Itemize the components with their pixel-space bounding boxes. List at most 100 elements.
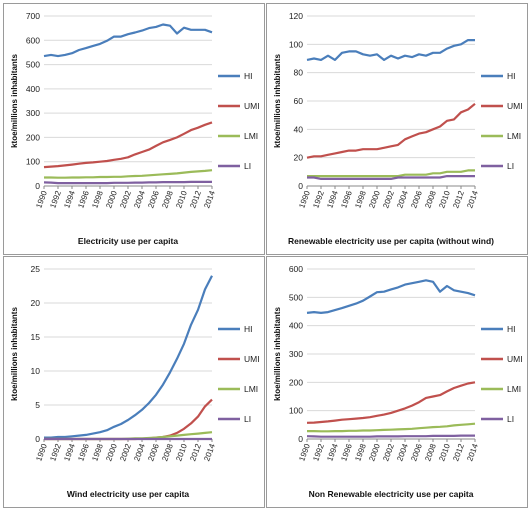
x-tick-label: 2010 bbox=[437, 442, 452, 462]
x-tick-label: 1992 bbox=[311, 189, 326, 209]
series-line-umi bbox=[43, 121, 213, 169]
x-tick-label: 2004 bbox=[132, 442, 147, 462]
y-tick-label: 0 bbox=[298, 434, 303, 444]
x-tick-label: 1994 bbox=[325, 189, 340, 209]
x-tick-label: 1992 bbox=[311, 442, 326, 462]
y-tick-label: 25 bbox=[31, 264, 41, 274]
legend-label-hi: HI bbox=[507, 324, 516, 334]
x-tick-label: 1996 bbox=[339, 442, 354, 462]
y-axis-title: ktoe/millions inhabitants bbox=[10, 54, 19, 148]
legend-label-li: LI bbox=[507, 161, 514, 171]
x-tick-label: 1994 bbox=[325, 442, 340, 462]
x-tick-label: 1998 bbox=[353, 189, 368, 209]
x-tick-label: 2000 bbox=[104, 189, 119, 209]
series-line-li bbox=[43, 180, 212, 185]
y-tick-label: 400 bbox=[26, 84, 40, 94]
x-tick-label: 1992 bbox=[48, 189, 63, 209]
y-tick-label: 200 bbox=[26, 132, 40, 142]
x-tick-label: 1994 bbox=[62, 189, 77, 209]
y-tick-label: 700 bbox=[26, 11, 40, 21]
legend-label-li: LI bbox=[244, 414, 251, 424]
legend-label-hi: HI bbox=[244, 71, 253, 81]
x-tick-label: 2010 bbox=[174, 442, 189, 462]
series-line-hi bbox=[44, 275, 213, 439]
x-tick-label: 1996 bbox=[76, 189, 91, 209]
chart-panel-nonrenewable: 0 100 200 300 400 500 600 1990 1992 1994 1996 1998 2… bbox=[266, 256, 528, 508]
x-tick-label: 2006 bbox=[146, 189, 161, 209]
y-tick-label: 120 bbox=[289, 11, 303, 21]
x-tick-label: 2008 bbox=[160, 189, 175, 209]
x-tick-label: 2000 bbox=[104, 442, 119, 462]
series-line-lmi bbox=[44, 169, 213, 179]
series-line-umi bbox=[306, 102, 476, 159]
chart-title: Renewable electricity use per capita (wi… bbox=[288, 236, 494, 246]
x-tick-label: 2002 bbox=[381, 189, 396, 209]
legend-label-lmi: LMI bbox=[507, 131, 521, 141]
series-line-lmi bbox=[307, 422, 476, 433]
chart-panel-electricity: 0 100 200 300 400 500 600 700 1990 1992 1994 1996 19… bbox=[3, 3, 265, 255]
x-tick-label: 2004 bbox=[395, 442, 410, 462]
x-tick-label: 2014 bbox=[465, 442, 480, 462]
legend-label-lmi: LMI bbox=[507, 384, 521, 394]
x-tick-label: 1998 bbox=[90, 442, 105, 462]
x-tick-label: 2006 bbox=[409, 442, 424, 462]
x-tick-label: 2012 bbox=[188, 442, 203, 462]
chart-electricity: 0 100 200 300 400 500 600 700 1990 1992 1994 1996 19… bbox=[10, 11, 260, 246]
legend-label-hi: HI bbox=[507, 71, 516, 81]
y-tick-label: 40 bbox=[294, 124, 304, 134]
x-tick-label: 2008 bbox=[423, 189, 438, 209]
series-line-li bbox=[306, 434, 475, 438]
chart-title: Wind electricity use per capita bbox=[67, 489, 190, 499]
x-tick-label: 1994 bbox=[62, 442, 77, 462]
x-tick-label: 2002 bbox=[118, 189, 133, 209]
y-tick-label: 10 bbox=[31, 366, 41, 376]
x-tick-label: 2014 bbox=[202, 442, 217, 462]
chart-title: Electricity use per capita bbox=[78, 236, 178, 246]
chart-panel-renewable: 0 20 40 60 80 100 120 1990 1992 1994 1996 1998 2000 2… bbox=[266, 3, 528, 255]
y-tick-label: 600 bbox=[26, 35, 40, 45]
y-tick-label: 80 bbox=[294, 68, 304, 78]
y-tick-label: 200 bbox=[289, 377, 303, 387]
legend-label-li: LI bbox=[507, 414, 514, 424]
series-line-umi bbox=[306, 381, 476, 424]
x-tick-label: 2008 bbox=[160, 442, 175, 462]
x-tick-label: 2004 bbox=[132, 189, 147, 209]
series-line-hi bbox=[306, 38, 475, 62]
y-tick-label: 20 bbox=[31, 298, 41, 308]
x-tick-label: 2010 bbox=[437, 189, 452, 209]
y-tick-label: 500 bbox=[289, 292, 303, 302]
series-line-hi bbox=[306, 279, 476, 315]
y-tick-label: 15 bbox=[31, 332, 41, 342]
y-tick-label: 5 bbox=[35, 400, 40, 410]
x-tick-label: 2000 bbox=[367, 442, 382, 462]
y-tick-label: 0 bbox=[35, 434, 40, 444]
y-axis-title: ktoe/millions inhabitants bbox=[273, 307, 282, 401]
y-tick-label: 0 bbox=[35, 181, 40, 191]
legend-label-lmi: LMI bbox=[244, 131, 258, 141]
x-tick-label: 2006 bbox=[409, 189, 424, 209]
x-tick-label: 2012 bbox=[451, 189, 466, 209]
legend-label-lmi: LMI bbox=[244, 384, 258, 394]
x-tick-label: 1990 bbox=[297, 189, 312, 209]
y-tick-label: 100 bbox=[289, 39, 303, 49]
y-tick-label: 0 bbox=[298, 181, 303, 191]
y-tick-label: 300 bbox=[289, 349, 303, 359]
chart-panel-wind: 0 5 10 15 20 25 1990 1992 1994 1996 1998 2000 2002 20… bbox=[3, 256, 265, 508]
legend-label-umi: UMI bbox=[244, 101, 260, 111]
y-tick-label: 20 bbox=[294, 153, 304, 163]
y-tick-label: 100 bbox=[289, 406, 303, 416]
y-tick-label: 300 bbox=[26, 108, 40, 118]
legend-label-li: LI bbox=[244, 161, 251, 171]
y-tick-label: 60 bbox=[294, 96, 304, 106]
y-tick-label: 600 bbox=[289, 264, 303, 274]
series-line-li bbox=[307, 175, 475, 180]
y-tick-label: 100 bbox=[26, 157, 40, 167]
series-line-lmi bbox=[307, 169, 475, 178]
chart-title: Non Renewable electricity use per capita bbox=[309, 489, 474, 499]
x-tick-label: 1992 bbox=[48, 442, 63, 462]
y-axis-title: ktoe/millions inhabitants bbox=[273, 54, 282, 148]
legend-label-hi: HI bbox=[244, 324, 253, 334]
legend-label-umi: UMI bbox=[507, 354, 523, 364]
